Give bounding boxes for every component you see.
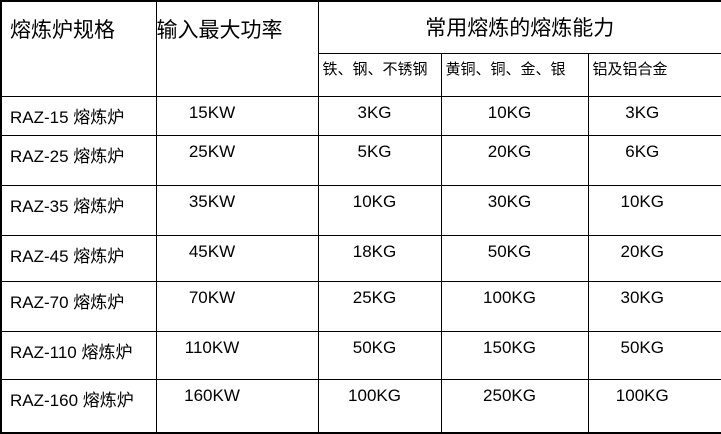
header-row-main: 熔炼炉规格 输入最大功率 常用熔炼的熔炼能力 (0, 0, 721, 97)
aluminum-capacity-cell: 20KG (587, 234, 721, 282)
model-cell: RAZ-35 熔炼炉 (0, 185, 157, 236)
model-cell: RAZ-15 熔炼炉 (0, 95, 157, 137)
header-sub-ferrous: 铁、钢、不锈钢 (317, 52, 442, 97)
table-row: RAZ-70 熔炼炉 70KW 25KG 100KG 30KG (0, 280, 721, 332)
power-cell: 110KW (155, 330, 319, 381)
aluminum-capacity-cell: 100KG (587, 379, 721, 434)
ferrous-capacity-cell: 25KG (317, 280, 442, 332)
ferrous-capacity-cell: 18KG (317, 234, 442, 282)
copper-capacity-cell: 150KG (440, 330, 589, 381)
aluminum-capacity-cell: 10KG (587, 185, 721, 236)
header-furnace-spec: 熔炼炉规格 (0, 0, 157, 97)
power-cell: 160KW (155, 379, 319, 434)
table-row: RAZ-35 熔炼炉 35KW 10KG 30KG 10KG (0, 185, 721, 236)
power-cell: 25KW (155, 135, 319, 187)
power-cell: 70KW (155, 280, 319, 332)
model-cell: RAZ-25 熔炼炉 (0, 135, 157, 187)
power-cell: 35KW (155, 185, 319, 236)
copper-capacity-cell: 10KG (440, 95, 589, 137)
model-cell: RAZ-160 熔炼炉 (0, 379, 157, 434)
table-row: RAZ-160 熔炼炉 160KW 100KG 250KG 100KG (0, 379, 721, 434)
model-cell: RAZ-70 熔炼炉 (0, 280, 157, 332)
copper-capacity-cell: 250KG (440, 379, 589, 434)
copper-capacity-cell: 100KG (440, 280, 589, 332)
model-cell: RAZ-110 熔炼炉 (0, 330, 157, 381)
aluminum-capacity-cell: 30KG (587, 280, 721, 332)
table-row: RAZ-110 熔炼炉 110KW 50KG 150KG 50KG (0, 330, 721, 381)
ferrous-capacity-cell: 5KG (317, 135, 442, 187)
copper-capacity-cell: 30KG (440, 185, 589, 236)
header-sub-aluminum: 铝及铝合金 (587, 52, 721, 97)
aluminum-capacity-cell: 6KG (587, 135, 721, 187)
table-row: RAZ-15 熔炼炉 15KW 3KG 10KG 3KG (0, 95, 721, 137)
aluminum-capacity-cell: 3KG (587, 95, 721, 137)
copper-capacity-cell: 50KG (440, 234, 589, 282)
header-melting-capacity: 常用熔炼的熔炼能力 (317, 0, 721, 54)
ferrous-capacity-cell: 50KG (317, 330, 442, 381)
aluminum-capacity-cell: 50KG (587, 330, 721, 381)
power-cell: 15KW (155, 95, 319, 137)
model-cell: RAZ-45 熔炼炉 (0, 234, 157, 282)
table-row: RAZ-45 熔炼炉 45KW 18KG 50KG 20KG (0, 234, 721, 282)
ferrous-capacity-cell: 10KG (317, 185, 442, 236)
copper-capacity-cell: 20KG (440, 135, 589, 187)
header-sub-copper: 黄铜、铜、金、银 (440, 52, 589, 97)
table-row: RAZ-25 熔炼炉 25KW 5KG 20KG 6KG (0, 135, 721, 187)
power-cell: 45KW (155, 234, 319, 282)
ferrous-capacity-cell: 3KG (317, 95, 442, 137)
ferrous-capacity-cell: 100KG (317, 379, 442, 434)
header-max-input-power: 输入最大功率 (155, 0, 319, 97)
